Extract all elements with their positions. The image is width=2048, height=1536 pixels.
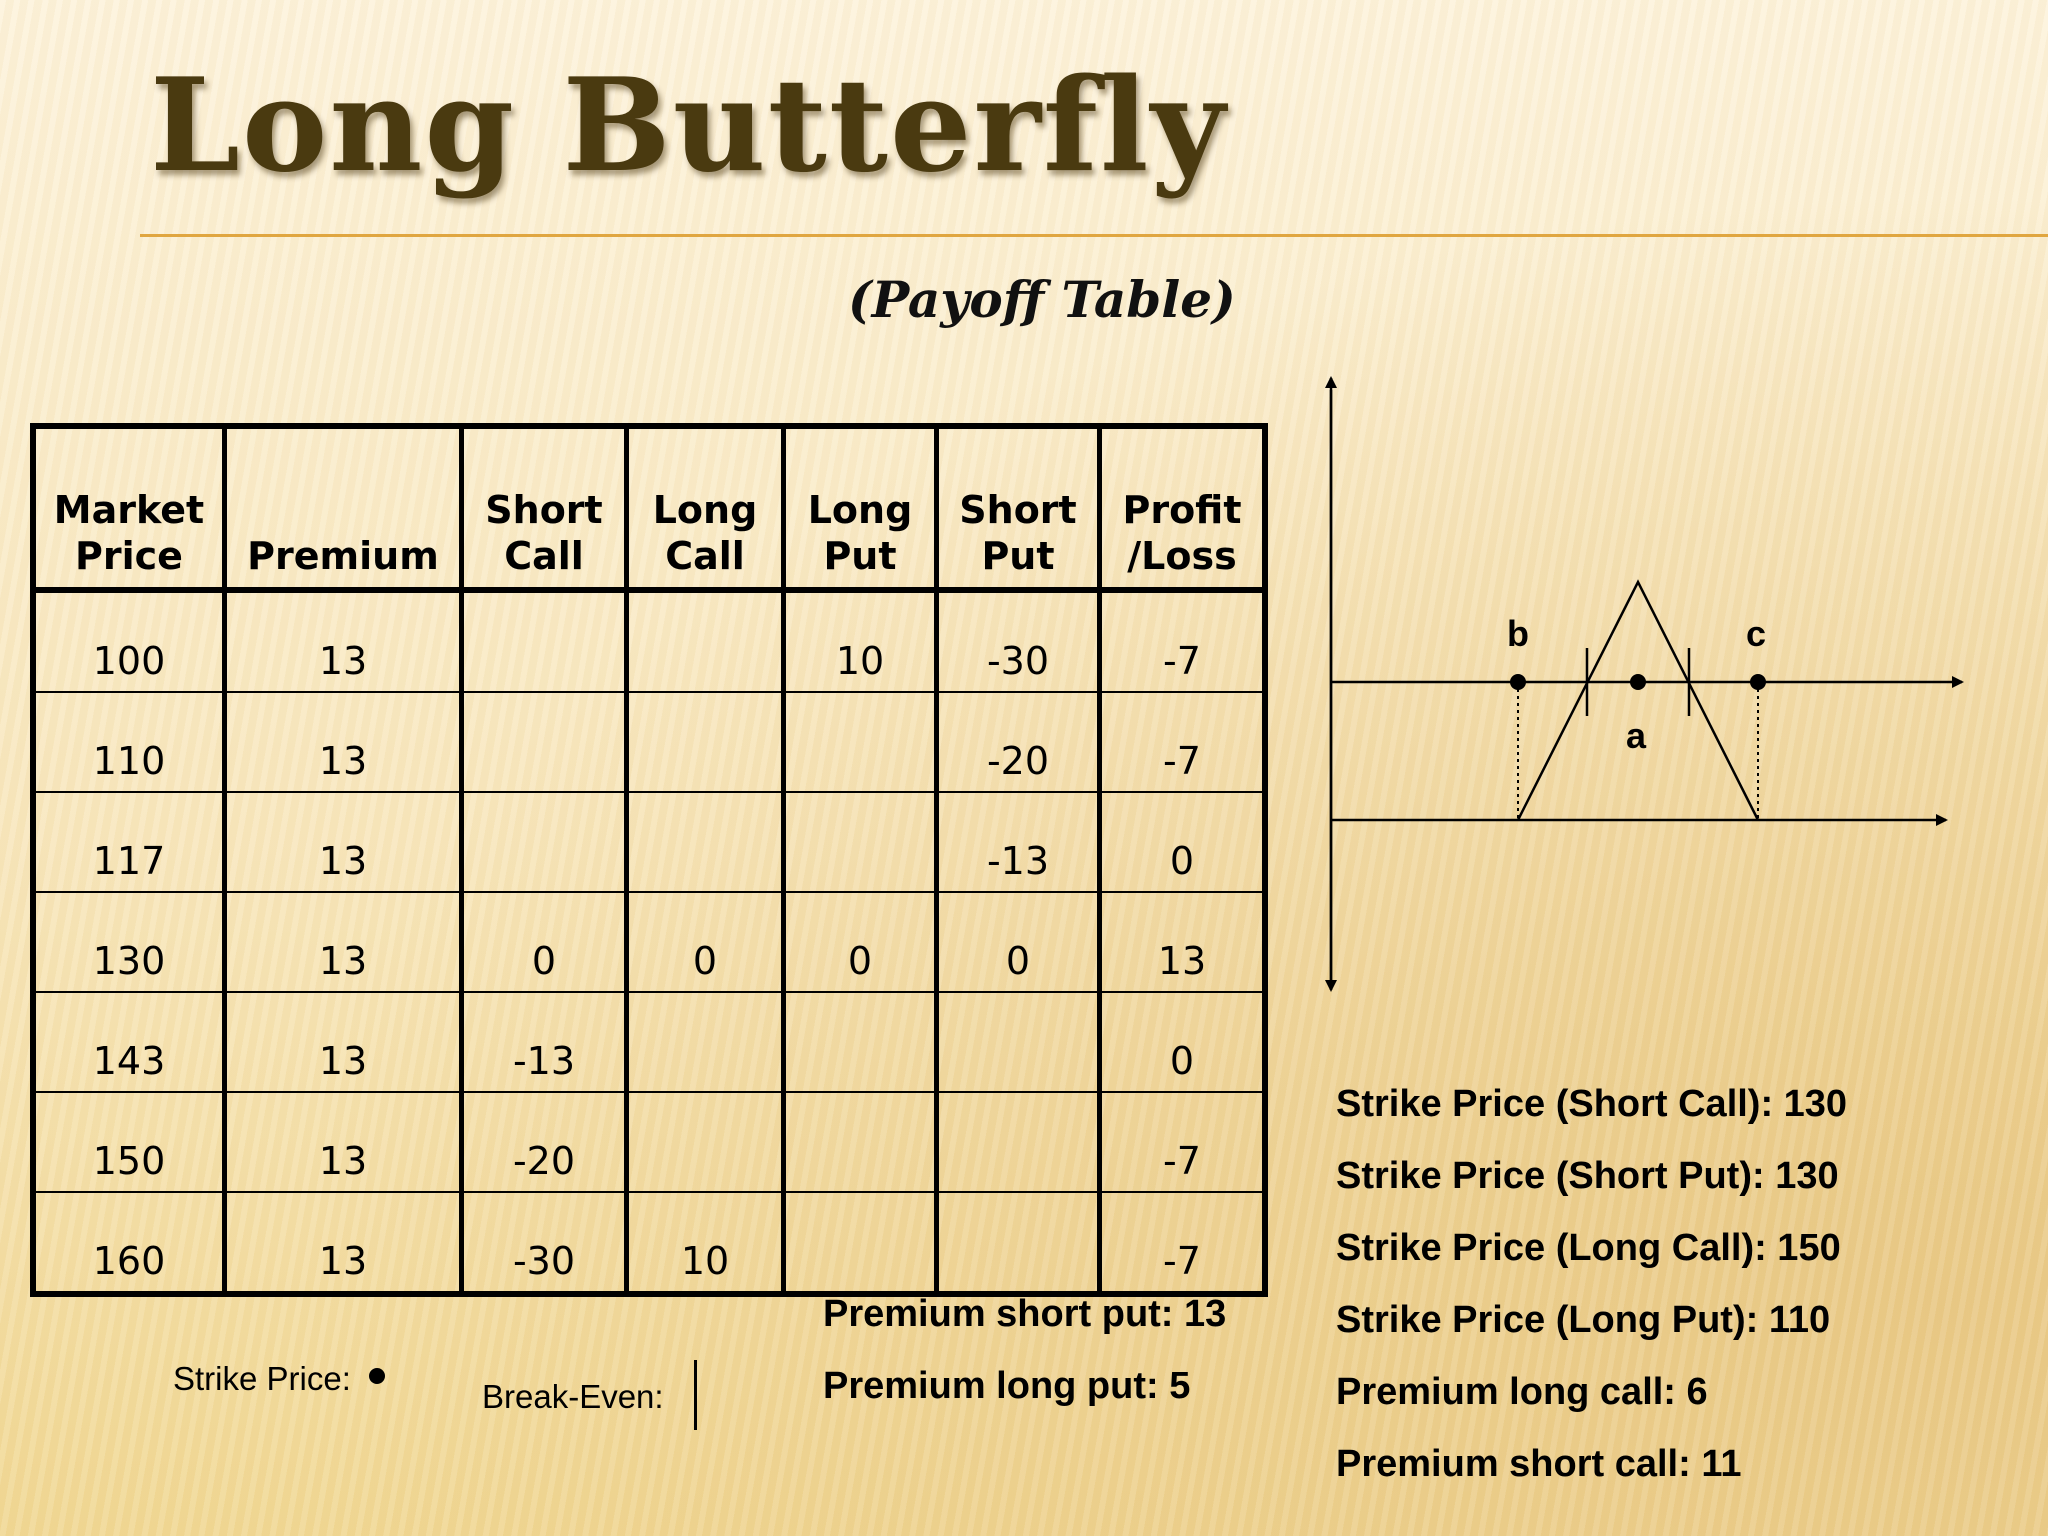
cell-short-put: -13 bbox=[934, 792, 1102, 893]
premium-info-item: Premium long put: 5 bbox=[823, 1365, 1191, 1407]
cell-short-call: 0 bbox=[459, 892, 629, 993]
strike-info-item: Premium short call: 11 bbox=[1336, 1443, 1742, 1485]
cell-short-call: -13 bbox=[459, 992, 629, 1093]
cell-market-price: 100 bbox=[30, 590, 227, 693]
table-row: 117 13 -13 0 bbox=[30, 792, 1268, 893]
strike-dot-c bbox=[1750, 674, 1766, 690]
cell-long-call bbox=[624, 1092, 786, 1193]
cell-long-call: 10 bbox=[624, 1192, 786, 1295]
cell-short-put bbox=[934, 992, 1102, 1093]
premium-info-list: Premium short put: 13 Premium long put: … bbox=[823, 1278, 1226, 1422]
break-even-bar-icon bbox=[693, 1360, 697, 1430]
premium-info-item: Premium short put: 13 bbox=[823, 1293, 1227, 1335]
strike-info-item: Strike Price (Long Put): 110 bbox=[1336, 1299, 1831, 1341]
cell-profit-loss: -7 bbox=[1097, 1092, 1268, 1193]
cell-profit-loss: 13 bbox=[1097, 892, 1268, 993]
legend-break-even: Break-Even: bbox=[482, 1360, 697, 1430]
cell-short-put: 0 bbox=[934, 892, 1102, 993]
cell-long-put bbox=[781, 1192, 939, 1295]
header-premium: Premium bbox=[222, 426, 464, 593]
cell-long-call bbox=[624, 590, 786, 693]
legend-break-even-label: Break-Even: bbox=[482, 1378, 664, 1415]
cell-long-call: 0 bbox=[624, 892, 786, 993]
table-row: 160 13 -30 10 -7 bbox=[30, 1192, 1268, 1295]
cell-market-price: 143 bbox=[30, 992, 227, 1093]
cell-short-call bbox=[459, 792, 629, 893]
table-header-row: Market Price Premium Short Call Long Call L… bbox=[30, 426, 1268, 593]
cell-short-put: -30 bbox=[934, 590, 1102, 693]
legend-strike-price-label: Strike Price: bbox=[173, 1360, 351, 1397]
cell-short-call bbox=[459, 692, 629, 793]
table-row: 150 13 -20 -7 bbox=[30, 1092, 1268, 1193]
cell-profit-loss: -7 bbox=[1097, 1192, 1268, 1295]
cell-profit-loss: 0 bbox=[1097, 792, 1268, 893]
header-long-call: Long Call bbox=[624, 426, 786, 593]
cell-long-call bbox=[624, 992, 786, 1093]
header-short-put: Short Put bbox=[934, 426, 1102, 593]
cell-short-put: -20 bbox=[934, 692, 1102, 793]
cell-short-call: -30 bbox=[459, 1192, 629, 1295]
strike-info-item: Strike Price (Long Call): 150 bbox=[1336, 1227, 1841, 1269]
strike-info-item: Strike Price (Short Put): 130 bbox=[1336, 1155, 1839, 1197]
strike-info-item: Premium long call: 6 bbox=[1336, 1371, 1708, 1413]
cell-market-price: 160 bbox=[30, 1192, 227, 1295]
payoff-table: Market Price Premium Short Call Long Call L… bbox=[30, 423, 1268, 1297]
strike-info-item: Strike Price (Short Call): 130 bbox=[1336, 1083, 1848, 1125]
cell-market-price: 150 bbox=[30, 1092, 227, 1193]
cell-premium: 13 bbox=[222, 692, 464, 793]
cell-short-put bbox=[934, 1192, 1102, 1295]
cell-long-put bbox=[781, 792, 939, 893]
cell-long-put: 0 bbox=[781, 892, 939, 993]
header-profit-loss: Profit/Loss bbox=[1097, 426, 1268, 593]
page-title: Long Butterfly bbox=[150, 51, 1227, 201]
cell-market-price: 110 bbox=[30, 692, 227, 793]
cell-long-put bbox=[781, 1092, 939, 1193]
payoff-table-subtitle: (Payoff Table) bbox=[848, 270, 1236, 329]
cell-short-call bbox=[459, 590, 629, 693]
cell-premium: 13 bbox=[222, 992, 464, 1093]
payoff-line bbox=[1516, 579, 1760, 821]
legend-strike-price: Strike Price: bbox=[173, 1360, 385, 1398]
table-row: 143 13 -13 0 bbox=[30, 992, 1268, 1093]
title-divider bbox=[140, 234, 2048, 237]
table-row: 110 13 -20 -7 bbox=[30, 692, 1268, 793]
cell-long-call bbox=[624, 792, 786, 893]
cell-long-put bbox=[781, 992, 939, 1093]
strike-dot-b bbox=[1510, 674, 1526, 690]
cell-premium: 13 bbox=[222, 1092, 464, 1193]
table-row: 130 13 0 0 0 0 13 bbox=[30, 892, 1268, 993]
cell-premium: 13 bbox=[222, 1192, 464, 1295]
cell-premium: 13 bbox=[222, 892, 464, 993]
cell-profit-loss: 0 bbox=[1097, 992, 1268, 1093]
cell-premium: 13 bbox=[222, 792, 464, 893]
cell-premium: 13 bbox=[222, 590, 464, 693]
cell-short-put bbox=[934, 1092, 1102, 1193]
cell-profit-loss: -7 bbox=[1097, 590, 1268, 693]
cell-long-call bbox=[624, 692, 786, 793]
header-long-put: Long Put bbox=[781, 426, 939, 593]
cell-short-call: -20 bbox=[459, 1092, 629, 1193]
strike-dot-a bbox=[1630, 674, 1646, 690]
cell-long-put bbox=[781, 692, 939, 793]
payoff-diagram: b a c bbox=[1325, 376, 1964, 992]
label-c: c bbox=[1746, 613, 1766, 654]
cell-market-price: 130 bbox=[30, 892, 227, 993]
cell-market-price: 117 bbox=[30, 792, 227, 893]
header-short-call: Short Call bbox=[459, 426, 629, 593]
cell-long-put: 10 bbox=[781, 590, 939, 693]
header-market-price: Market Price bbox=[30, 426, 227, 593]
label-b: b bbox=[1507, 613, 1529, 654]
cell-profit-loss: -7 bbox=[1097, 692, 1268, 793]
label-a: a bbox=[1626, 715, 1647, 756]
strike-info-list: Strike Price (Short Call): 130 Strike Pr… bbox=[1336, 1068, 1847, 1500]
strike-dot-icon bbox=[368, 1368, 385, 1384]
table-row: 100 13 10 -30 -7 bbox=[30, 590, 1268, 693]
